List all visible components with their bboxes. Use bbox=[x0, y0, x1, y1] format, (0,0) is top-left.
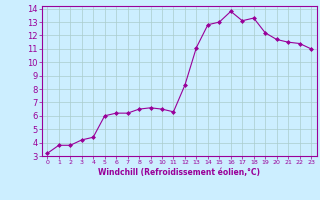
X-axis label: Windchill (Refroidissement éolien,°C): Windchill (Refroidissement éolien,°C) bbox=[98, 168, 260, 177]
